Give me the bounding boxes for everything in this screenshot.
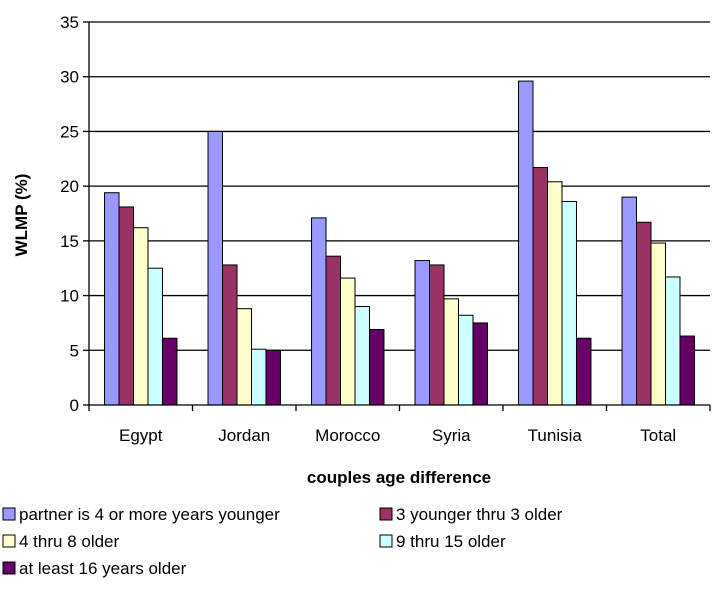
x-tick-label: Syria [432,426,471,445]
legend-item: 3 younger thru 3 older [379,505,563,524]
bar-egypt-series-5 [161,337,178,406]
y-tick-label: 30 [60,68,79,87]
axes: 0 5 10 15 20 25 30 35 Egypt Jordan Morocco Syria Tun… [60,13,711,445]
bar-syria-series-1 [414,260,431,406]
legend-item: partner is 4 or more years younger [2,505,280,524]
legend-label: at least 16 years older [19,559,187,578]
x-tick-label: Total [640,426,676,445]
bar-morocco-series-4 [354,306,370,406]
x-axis-title: couples age difference [307,468,491,487]
bar-egypt-series-2 [118,206,135,406]
x-tick-label: Egypt [119,426,163,445]
bar-syria-series-2 [429,264,445,406]
bar-total-series-5 [679,335,695,406]
legend-swatch [2,507,16,521]
bar-egypt-series-3 [133,227,149,406]
bar-jordan-series-1 [207,130,224,406]
bar-morocco-series-3 [340,277,356,406]
bar-tunisia-series-1 [518,80,534,406]
bar-egypt-series-4 [147,267,163,406]
legend-item: 4 thru 8 older [2,532,120,551]
y-tick-label: 0 [70,396,79,415]
bar-morocco-series-5 [368,328,385,406]
legend-swatch [379,507,393,521]
legend-label: 3 younger thru 3 older [396,505,563,524]
bar-total-series-4 [664,276,681,406]
legend-label: 4 thru 8 older [19,532,120,551]
bar-tunisia-series-2 [532,167,549,406]
x-tick-label: Morocco [315,426,380,445]
bar-morocco-series-2 [325,255,342,406]
bar-syria-series-3 [443,298,459,406]
bar-total-series-3 [650,242,666,406]
x-tick-label: Tunisia [528,426,583,445]
legend-item: 9 thru 15 older [379,532,506,551]
bar-jordan-series-2 [222,264,238,406]
bar-total-series-1 [621,196,638,406]
y-tick-label: 5 [70,341,79,360]
legend-label: 9 thru 15 older [396,532,506,551]
x-tick-label: Jordan [218,426,270,445]
y-tick-label: 10 [60,287,79,306]
legend-label: partner is 4 or more years younger [19,505,280,524]
bar-syria-series-4 [457,314,474,406]
bar-jordan-series-4 [250,348,267,406]
legend-swatch [379,534,393,548]
bar-tunisia-series-5 [575,337,592,406]
bar-tunisia-series-3 [547,181,563,406]
gridlines [89,21,710,351]
legend: partner is 4 or more years younger 3 youn… [2,505,563,578]
y-tick-label: 15 [60,232,79,251]
legend-item: at least 16 years older [2,559,187,578]
bar-syria-series-5 [472,322,488,406]
bar-tunisia-series-4 [561,200,577,406]
y-axis-title: WLMP (%) [12,174,31,257]
bar-jordan-series-3 [236,308,252,406]
bar-jordan-series-5 [265,349,281,406]
legend-swatch [2,561,16,575]
bar-morocco-series-1 [311,217,327,406]
legend-swatch [2,534,16,548]
bars [104,80,695,406]
y-tick-label: 20 [60,177,79,196]
y-tick-label: 35 [60,13,79,32]
bar-total-series-2 [636,221,652,406]
y-tick-label: 25 [60,122,79,141]
bar-egypt-series-1 [104,192,120,406]
